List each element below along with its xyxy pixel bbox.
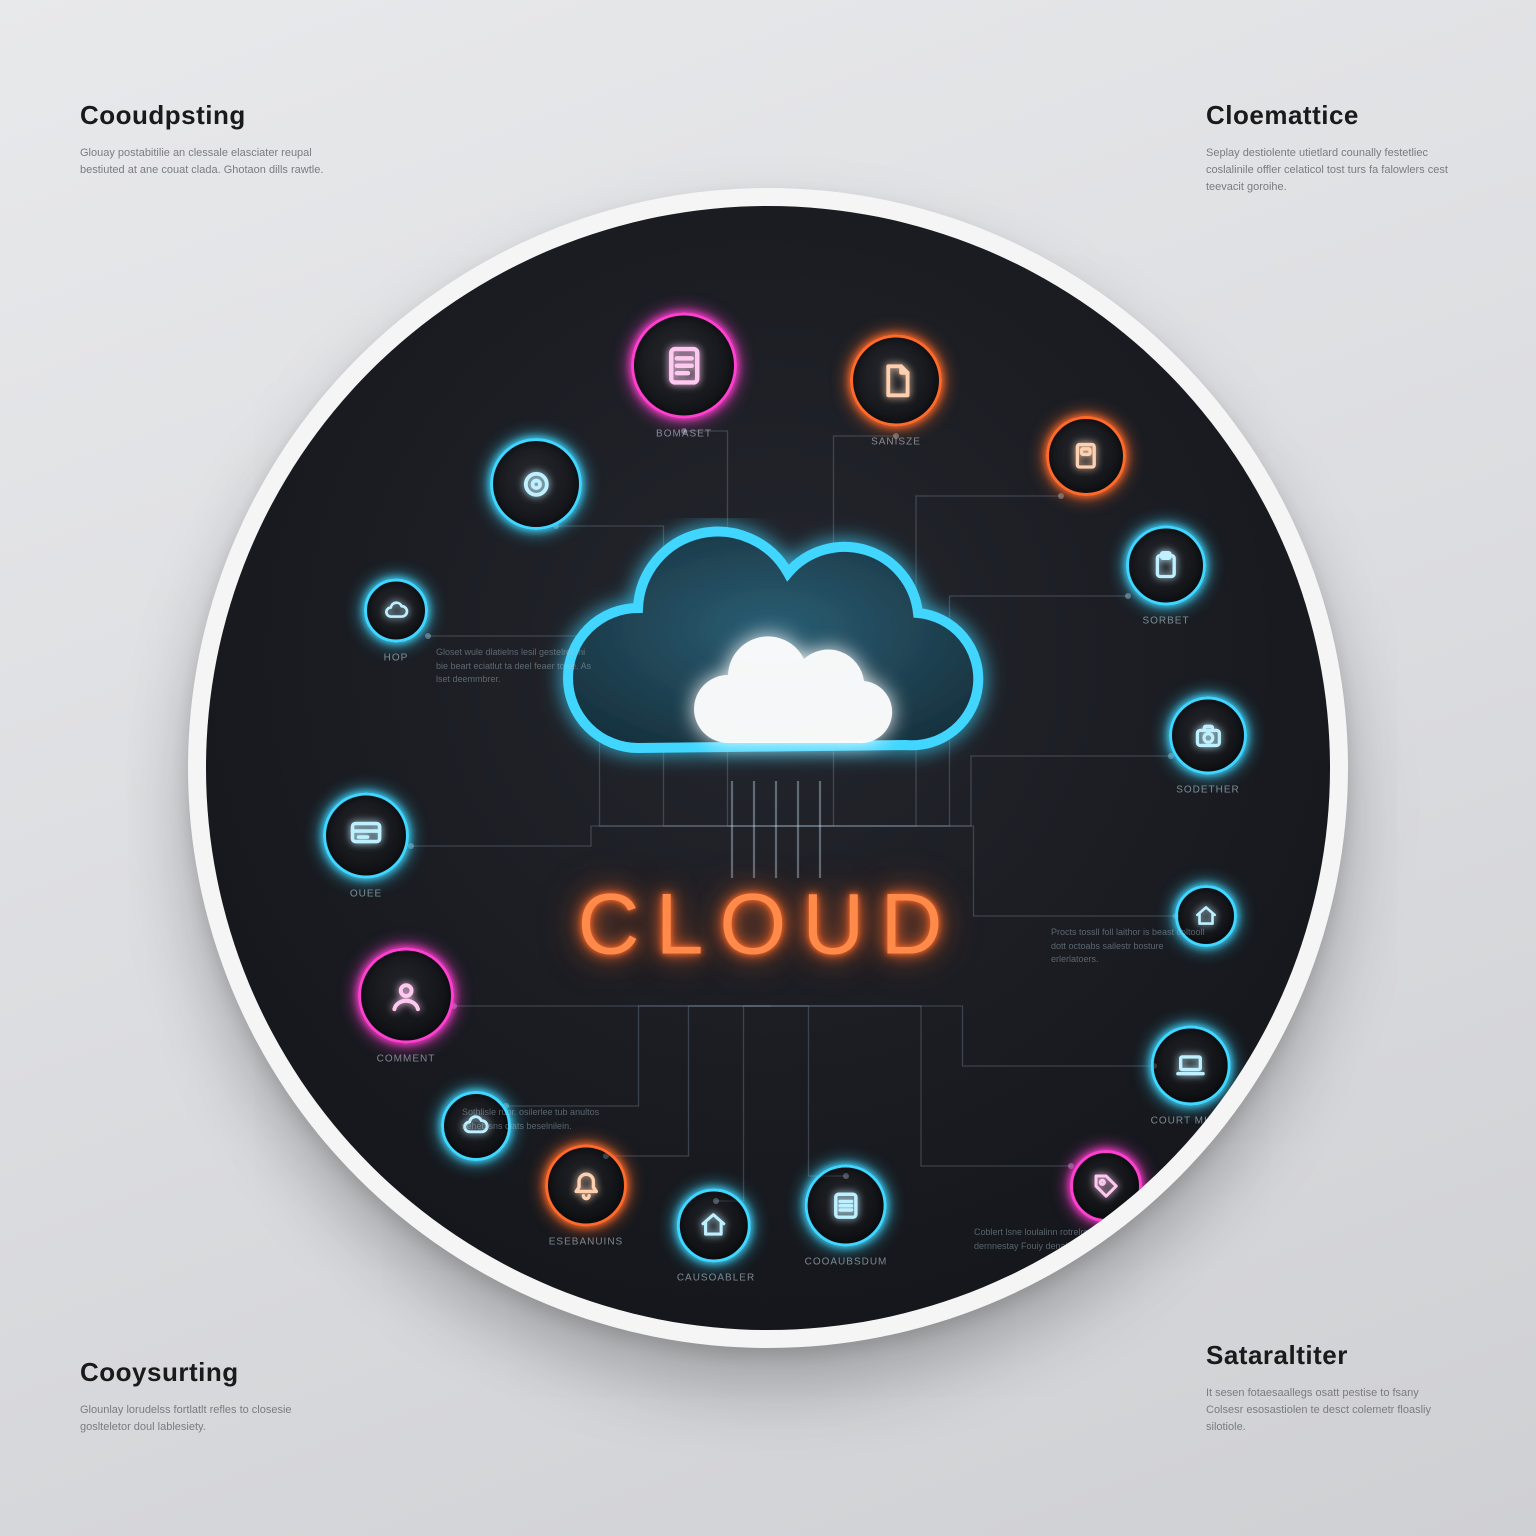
corner-top-right: Cloemattice Seplay destiolente utietlard… xyxy=(1206,100,1456,196)
file-icon xyxy=(850,335,942,427)
node-eye xyxy=(490,438,582,530)
tag-icon xyxy=(1070,1150,1142,1222)
node-card-left: OUEE xyxy=(323,793,409,900)
person-icon xyxy=(358,948,454,1044)
node-doc-top: BOMASET xyxy=(631,313,737,440)
node-page-right xyxy=(1046,416,1126,496)
node-bell-bl: ESEBANUINS xyxy=(545,1145,627,1248)
center-label: CLOUD xyxy=(577,876,958,975)
camera-icon xyxy=(1169,697,1247,775)
node-person-left: COMMENT xyxy=(358,948,454,1065)
corner-tr-title: Cloemattice xyxy=(1206,100,1456,131)
mini-text-2: Sothlisle ruor. osilerlee tub anultos se… xyxy=(462,1106,622,1133)
corner-top-left: Cooudpsting Glouay postabitilie an cless… xyxy=(80,100,330,179)
node-label: BOMASET xyxy=(631,429,737,440)
node-label: ESEBANUINS xyxy=(545,1237,627,1248)
node-label: CAUSOABLER xyxy=(677,1273,755,1284)
laptop-icon xyxy=(1151,1026,1231,1106)
center-cloud-icon xyxy=(528,518,1008,838)
lines-icon xyxy=(805,1165,887,1247)
mini-text-3: Coblert lsne loulalinn rotrelres flidtot… xyxy=(974,1226,1134,1253)
corner-tl-body: Glouay postabitilie an clessale elasciat… xyxy=(80,145,330,179)
node-house-b: CAUSOABLER xyxy=(677,1189,755,1284)
node-label: COMMENT xyxy=(358,1054,454,1065)
bell-icon xyxy=(545,1145,627,1227)
node-label: SODETHER xyxy=(1169,785,1247,796)
corner-bl-title: Cooysurting xyxy=(80,1357,330,1388)
cloud-icon xyxy=(364,579,428,643)
node-file-top: SANISZE xyxy=(850,335,942,448)
eye-icon xyxy=(490,438,582,530)
page-icon xyxy=(1046,416,1126,496)
clipboard-icon xyxy=(1126,526,1206,606)
node-laptop-right: COURT MINBE xyxy=(1151,1026,1232,1127)
document-icon xyxy=(631,313,737,419)
corner-br-body: It sesen fotaesaallegs osatt pestise to … xyxy=(1206,1385,1456,1436)
mini-text-0: Gloset wule dlatielns lesil gestelret in… xyxy=(436,646,596,687)
node-label: HOP xyxy=(364,653,428,664)
node-doc-b: COOAUBSDUM xyxy=(805,1165,888,1268)
node-label: COOAUBSDUM xyxy=(805,1257,888,1268)
node-label: COURT MINBE xyxy=(1151,1116,1232,1127)
corner-tl-title: Cooudpsting xyxy=(80,100,330,131)
disc: CLOUD BOMASET SANISZE HOP SORBET SODETHER OUE… xyxy=(206,206,1330,1330)
node-label: OUEE xyxy=(323,889,409,900)
node-label: SORBET xyxy=(1126,616,1206,627)
corner-br-title: Sataraltiter xyxy=(1206,1340,1456,1371)
node-tag-br xyxy=(1070,1150,1142,1222)
corner-bottom-right: Sataraltiter It sesen fotaesaallegs osat… xyxy=(1206,1340,1456,1436)
disc-frame: CLOUD BOMASET SANISZE HOP SORBET SODETHER OUE… xyxy=(188,188,1348,1348)
corner-bottom-left: Cooysurting Glounlay lorudelss fortlatlt… xyxy=(80,1357,330,1436)
node-cloud-small: HOP xyxy=(364,579,428,664)
corner-tr-body: Seplay destiolente utietlard counally fe… xyxy=(1206,145,1456,196)
mini-text-1: Procts tossll foll laithor is beast colt… xyxy=(1051,926,1211,967)
corner-bl-body: Glounlay lorudelss fortlatlt refles to c… xyxy=(80,1402,330,1436)
node-clip-right: SORBET xyxy=(1126,526,1206,627)
node-label: SANISZE xyxy=(850,437,942,448)
node-cam-right: SODETHER xyxy=(1169,697,1247,796)
house-icon xyxy=(677,1189,751,1263)
card-icon xyxy=(323,793,409,879)
